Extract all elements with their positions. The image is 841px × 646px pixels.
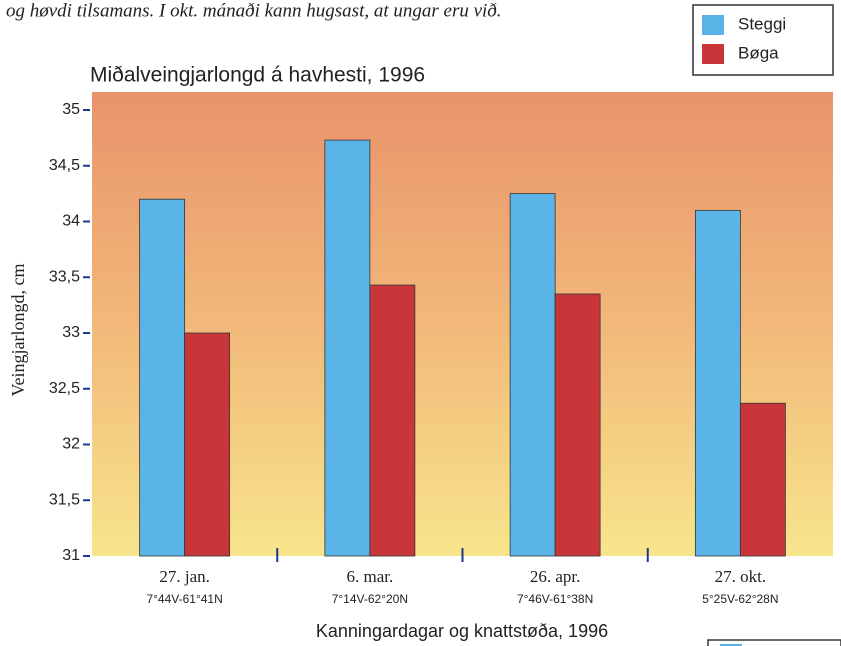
bar	[509, 193, 556, 557]
x-tick-label: 6. mar.	[347, 567, 394, 586]
x-tick-sublabel: 5°25V-62°28N	[702, 592, 778, 606]
bar	[184, 332, 231, 557]
x-tick-label: 27. okt.	[715, 567, 766, 586]
x-axis-label: Kanningardagar og knattstøða, 1996	[316, 621, 608, 641]
bar	[554, 293, 601, 557]
x-tick-sublabel: 7°46V-61°38N	[517, 592, 593, 606]
chart-title: Miðalveingjarlongd á havhesti, 1996	[90, 64, 425, 87]
y-tick-label: 35	[62, 101, 80, 118]
y-tick-label: 31,5	[49, 491, 80, 508]
bar	[739, 402, 786, 557]
partial-box	[707, 639, 841, 646]
x-tick-label: 27. jan.	[159, 567, 210, 586]
x-tick-sublabel: 7°44V-61°41N	[146, 592, 222, 606]
legend-swatch	[702, 44, 724, 64]
x-tick-label: 26. apr.	[530, 567, 581, 586]
x-tick-sublabel: 7°14V-62°20N	[332, 592, 408, 606]
y-tick-label: 32	[62, 436, 80, 453]
bar	[694, 209, 741, 557]
partial-swatch	[720, 644, 742, 646]
y-tick-label: 33,5	[49, 268, 80, 285]
bar	[324, 139, 371, 557]
y-tick-label: 34	[62, 213, 80, 230]
legend-label: Bøga	[738, 43, 779, 62]
bar	[139, 198, 186, 557]
y-tick-label: 31	[62, 547, 80, 564]
bar	[369, 284, 416, 557]
legend-label: Steggi	[738, 14, 786, 33]
y-tick-label: 32,5	[49, 380, 80, 397]
y-tick-label: 33	[62, 324, 80, 341]
legend-swatch	[702, 15, 724, 35]
y-axis-label: Veingjarlongd, cm	[8, 264, 28, 397]
y-tick-label: 34,5	[49, 157, 80, 174]
header-text: og høvdi tilsamans. I okt. mánaði kann h…	[6, 0, 502, 21]
